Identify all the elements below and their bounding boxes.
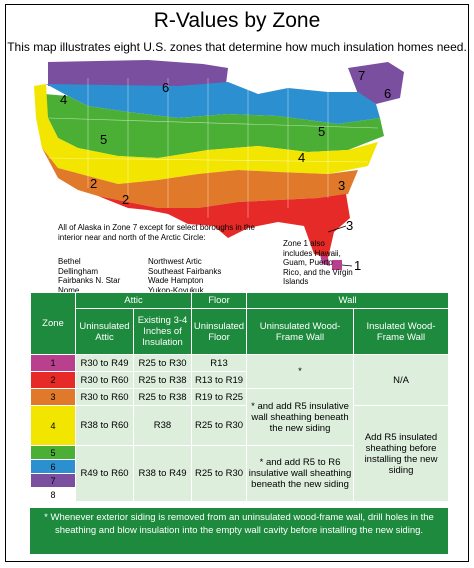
table-cell: * and add R5 to R6 insulative wall sheat…	[246, 445, 355, 502]
table-cell: R25 to R38	[132, 388, 193, 406]
zone-label-2: 3	[346, 218, 353, 233]
zone-swatch-3: 3	[30, 388, 76, 406]
floor-header: Floor	[191, 292, 248, 309]
attic-header: Attic	[74, 292, 193, 309]
figure-frame	[5, 4, 469, 562]
table-cell: R25 to R38	[132, 371, 193, 389]
page-title: R-Values by Zone	[153, 9, 321, 32]
alaska-note: All of Alaska in Zone 7 except for selec…	[58, 223, 256, 242]
zone-label-3-west: 2	[90, 176, 97, 191]
zone-1-region	[320, 254, 330, 266]
alaska-borough: Northwest Artic	[148, 257, 202, 266]
zone-6-region	[46, 82, 380, 124]
zone-7-region	[48, 60, 228, 88]
zone-header: Zone	[30, 292, 76, 355]
zone-2-region	[98, 194, 350, 258]
alaska-borough: Southeast Fairbanks	[148, 266, 222, 276]
zone-swatch-7: 7	[30, 473, 76, 488]
existing-insulation-header: Existing 3-4 Inches of Insulation	[132, 308, 193, 355]
zone-swatch-1: 1	[30, 354, 76, 372]
table-cell: * and add R5 insulative wall sheathing b…	[246, 388, 355, 446]
table-cell: R25 to R30	[191, 445, 248, 502]
uninsulated-wall-header: Uninsulated Wood-Frame Wall	[246, 308, 355, 355]
footnote: * Whenever exterior siding is removed fr…	[30, 508, 448, 554]
alaska-borough: Dellingham	[58, 266, 99, 276]
zone-1-inset-swatch	[332, 260, 342, 270]
table-cell: R38 to R60	[75, 405, 134, 446]
page-subtitle: This map illustrates eight U.S. zones th…	[7, 40, 467, 54]
zone-swatch-4: 4	[30, 405, 76, 446]
zone-label-6-east: 6	[384, 86, 391, 101]
zone-label-3: 3	[338, 178, 345, 193]
zone-label-4-west: 4	[60, 92, 67, 107]
zone-label-5: 5	[100, 132, 107, 147]
zone-label-7: 7	[358, 68, 365, 83]
us-zone-map: 7 6 6 4 5 5 4 2 3 2 3 1	[34, 60, 404, 273]
zone-5-region	[44, 94, 384, 158]
alaska-borough: Yukon-Koyukuk	[148, 285, 204, 295]
wall-header: Wall	[246, 292, 450, 309]
zone-3-region	[42, 148, 358, 208]
zone-7-region-ne	[348, 62, 404, 104]
r-value-table: Zone Attic Floor Wall Uninsulated Attic …	[30, 292, 450, 502]
table-cell: R13	[191, 354, 248, 372]
table-cell: R30 to R60	[75, 388, 134, 406]
table-cell: R25 to R30	[132, 354, 193, 372]
table-cell: R13 to R19	[191, 371, 248, 389]
table-cell: R38 to R49	[132, 445, 193, 502]
alaska-borough: Fairbanks N. Star	[58, 276, 121, 285]
table-cell: R30 to R49	[75, 354, 134, 372]
zone-label-2-west: 2	[122, 192, 129, 207]
table-cell: R25 to R30	[191, 405, 248, 446]
uninsulated-floor-header: Uninsulated Floor	[191, 308, 248, 355]
table-cell: R49 to R60	[75, 445, 134, 502]
uninsulated-attic-header: Uninsulated Attic	[75, 308, 134, 355]
zone-1-note: Zone 1 also includes Hawaii, Guam, Puert…	[283, 239, 353, 286]
table-cell: R30 to R60	[75, 371, 134, 389]
alaska-borough: Wade Hampton	[148, 276, 204, 285]
table-cell: R19 to R25	[191, 388, 248, 406]
insulated-wall-header: Insulated Wood-Frame Wall	[353, 308, 450, 355]
table-cell: Add R5 insulated sheathing before instal…	[353, 405, 450, 502]
zone-swatch-8: 8	[30, 487, 76, 502]
zone-label-5-east: 5	[318, 124, 325, 139]
table-cell: R38	[132, 405, 193, 446]
zone-swatch-5: 5	[30, 445, 76, 460]
zone-label-4: 4	[298, 150, 305, 165]
zone-label-6: 6	[162, 80, 169, 95]
zone-swatch-2: 2	[30, 371, 76, 389]
alaska-borough: Bethel	[58, 257, 81, 266]
table-cell: N/A	[353, 354, 450, 406]
zone-label-1: 1	[354, 258, 361, 273]
alaska-boroughs-left: Bethel Dellingham Fairbanks N. Star Nome	[58, 257, 138, 295]
alaska-borough: Nome	[58, 285, 80, 295]
alaska-boroughs-right: Northwest Artic Southeast Fairbanks Wade…	[148, 257, 258, 295]
zone-swatch-6: 6	[30, 459, 76, 474]
table-cell: *	[246, 354, 355, 389]
